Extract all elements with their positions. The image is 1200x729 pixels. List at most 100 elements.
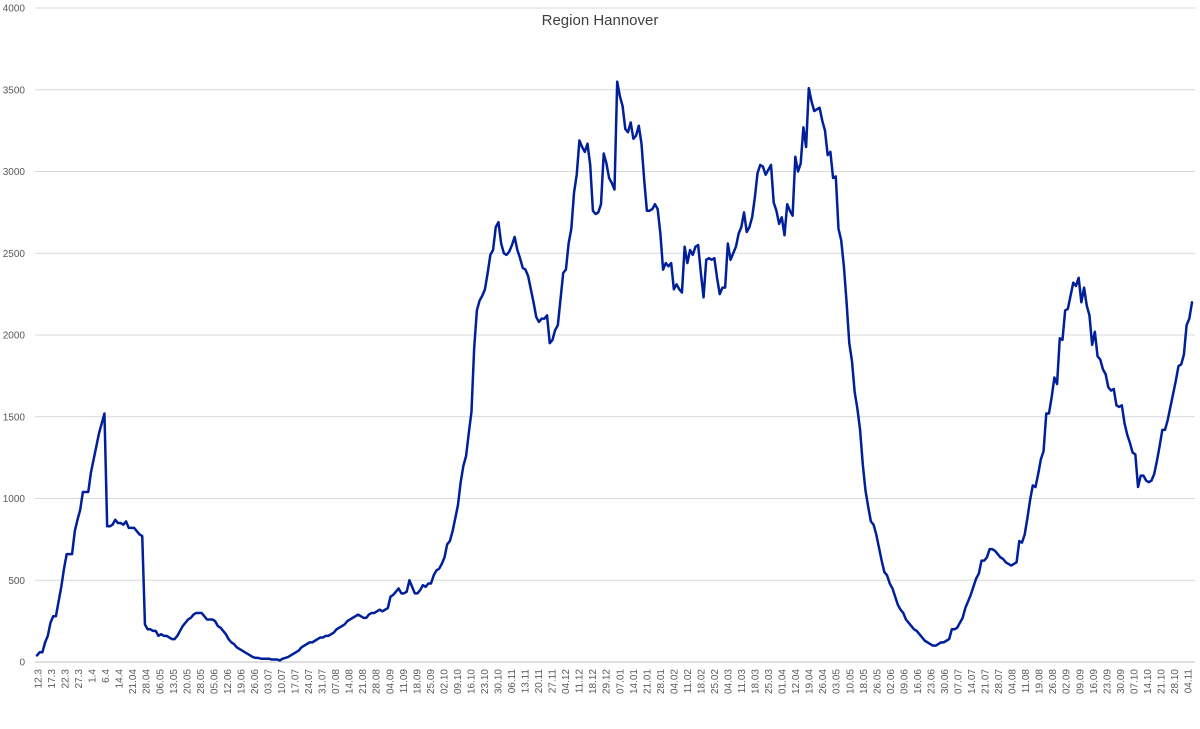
x-tick-label: 27.11 bbox=[548, 669, 559, 694]
y-tick-label: 2500 bbox=[3, 249, 26, 260]
x-tick-label: 26.06 bbox=[250, 669, 261, 694]
x-tick-label: 30.09 bbox=[1116, 669, 1127, 694]
x-tick-label: 28.08 bbox=[372, 669, 383, 694]
x-tick-label: 14.08 bbox=[345, 669, 356, 694]
x-tick-label: 28.01 bbox=[656, 669, 667, 694]
x-tick-label: 04.02 bbox=[669, 669, 680, 694]
y-tick-label: 4000 bbox=[3, 4, 26, 15]
x-tick-label: 20.05 bbox=[182, 669, 193, 694]
x-tick-label: 25.03 bbox=[764, 669, 775, 694]
x-tick-label: 11.12 bbox=[575, 669, 586, 694]
x-tick-label: 23.09 bbox=[1102, 669, 1113, 694]
x-tick-label: 11.02 bbox=[683, 669, 694, 694]
x-tick-label: 10.05 bbox=[845, 669, 856, 694]
x-tick-label: 21.04 bbox=[128, 669, 139, 694]
gridlines bbox=[35, 7, 1195, 581]
x-tick-label: 19.06 bbox=[236, 669, 247, 694]
x-tick-label: 14.10 bbox=[1143, 669, 1154, 694]
x-tick-label: 28.10 bbox=[1170, 669, 1181, 694]
x-tick-label: 02.06 bbox=[886, 669, 897, 694]
x-tick-label: 04.09 bbox=[385, 669, 396, 694]
x-tick-label: 06.11 bbox=[507, 669, 518, 694]
x-tick-label: 31.07 bbox=[318, 669, 329, 694]
x-tick-label: 16.10 bbox=[466, 669, 477, 694]
x-tick-label: 30.10 bbox=[494, 669, 505, 694]
x-tick-label: 11.08 bbox=[1021, 669, 1032, 694]
x-tick-label: 21.01 bbox=[642, 669, 653, 694]
x-tick-label: 03.07 bbox=[264, 669, 275, 694]
x-tick-label: 03.05 bbox=[832, 669, 843, 694]
x-tick-label: 07.08 bbox=[331, 669, 342, 694]
x-tick-label: 12.04 bbox=[791, 669, 802, 694]
x-tick-label: 17.3 bbox=[47, 669, 58, 689]
y-tick-label: 500 bbox=[8, 576, 25, 587]
x-tick-label: 16.09 bbox=[1089, 669, 1100, 694]
x-tick-label: 17.07 bbox=[291, 669, 302, 694]
x-tick-label: 23.10 bbox=[480, 669, 491, 694]
x-tick-label: 1.4 bbox=[88, 669, 99, 683]
x-tick-label: 30.06 bbox=[940, 669, 951, 694]
y-tick-label: 2000 bbox=[3, 331, 26, 342]
x-tick-label: 07.01 bbox=[615, 669, 626, 694]
x-tick-label: 18.12 bbox=[588, 669, 599, 694]
x-tick-label: 06.05 bbox=[155, 669, 166, 694]
x-tick-label: 14.4 bbox=[115, 669, 126, 689]
x-tick-label: 18.02 bbox=[696, 669, 707, 694]
x-tick-label: 26.08 bbox=[1048, 669, 1059, 694]
x-axis-tick-labels: 12.3 17.3 22.3 27.3 1.4 6.4 14.4 21.04 28.04 06.0… bbox=[34, 669, 1195, 694]
x-tick-label: 07.07 bbox=[954, 669, 965, 694]
x-tick-label: 25.09 bbox=[426, 669, 437, 694]
chart-title: Region Hannover bbox=[542, 12, 659, 29]
x-tick-label: 04.11 bbox=[1184, 669, 1195, 694]
x-tick-label: 21.07 bbox=[981, 669, 992, 694]
y-tick-label: 1500 bbox=[3, 412, 26, 423]
x-tick-label: 05.06 bbox=[209, 669, 220, 694]
x-tick-label: 28.04 bbox=[142, 669, 153, 694]
x-tick-label: 01.04 bbox=[778, 669, 789, 694]
x-tick-label: 02.09 bbox=[1062, 669, 1073, 694]
x-tick-label: 18.03 bbox=[751, 669, 762, 694]
y-tick-label: 3500 bbox=[3, 85, 26, 96]
x-tick-label: 09.10 bbox=[453, 669, 464, 694]
x-tick-label: 02.10 bbox=[439, 669, 450, 694]
x-tick-label: 20.11 bbox=[534, 669, 545, 694]
x-tick-label: 28.05 bbox=[196, 669, 207, 694]
x-tick-label: 09.09 bbox=[1075, 669, 1086, 694]
x-tick-label: 16.06 bbox=[913, 669, 924, 694]
x-tick-label: 11.09 bbox=[399, 669, 410, 694]
x-tick-label: 11.03 bbox=[737, 669, 748, 694]
x-tick-label: 04.12 bbox=[561, 669, 572, 694]
x-tick-label: 04.03 bbox=[724, 669, 735, 694]
x-tick-label: 26.04 bbox=[818, 669, 829, 694]
x-tick-label: 13.11 bbox=[521, 669, 532, 694]
y-tick-label: 1000 bbox=[3, 494, 26, 505]
y-tick-label: 3000 bbox=[3, 167, 26, 178]
x-tick-label: 22.3 bbox=[61, 669, 72, 689]
x-tick-label: 18.05 bbox=[859, 669, 870, 694]
x-tick-label: 14.01 bbox=[629, 669, 640, 694]
series-line bbox=[35, 80, 1194, 662]
x-tick-label: 09.06 bbox=[899, 669, 910, 694]
x-tick-label: 13.05 bbox=[169, 669, 180, 694]
x-tick-label: 12.06 bbox=[223, 669, 234, 694]
x-tick-label: 10.07 bbox=[277, 669, 288, 694]
x-tick-label: 25.02 bbox=[710, 669, 721, 694]
x-tick-label: 12.3 bbox=[34, 669, 45, 689]
x-tick-label: 21.10 bbox=[1156, 669, 1167, 694]
x-tick-label: 18.09 bbox=[412, 669, 423, 694]
y-tick-label: 0 bbox=[19, 658, 25, 669]
x-tick-label: 29.12 bbox=[602, 669, 613, 694]
x-tick-label: 24.07 bbox=[304, 669, 315, 694]
x-tick-label: 07.10 bbox=[1129, 669, 1140, 694]
x-tick-label: 27.3 bbox=[74, 669, 85, 689]
x-tick-label: 28.07 bbox=[994, 669, 1005, 694]
x-tick-label: 26.05 bbox=[872, 669, 883, 694]
x-tick-label: 19.04 bbox=[805, 669, 816, 694]
x-tick-label: 23.06 bbox=[926, 669, 937, 694]
x-tick-label: 14.07 bbox=[967, 669, 978, 694]
x-tick-label: 21.08 bbox=[358, 669, 369, 694]
x-tick-label: 19.08 bbox=[1035, 669, 1046, 694]
x-tick-label: 04.08 bbox=[1008, 669, 1019, 694]
x-tick-label: 6.4 bbox=[101, 669, 112, 683]
